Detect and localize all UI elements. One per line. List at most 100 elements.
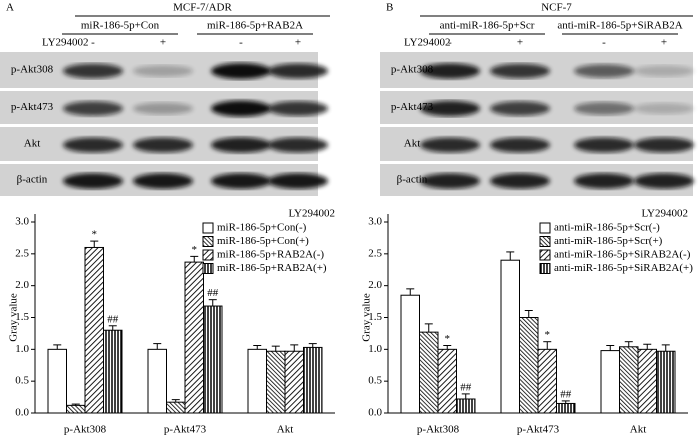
x-tick-label: Akt [630, 424, 647, 436]
x-tick-label: p-Akt473 [517, 424, 560, 436]
legend-swatch [539, 249, 551, 261]
y-tick-label: 2.0 [368, 279, 382, 291]
row-label: p-Akt308 [391, 64, 434, 76]
significance: * [445, 333, 451, 345]
bar [84, 246, 104, 414]
bar [203, 305, 223, 414]
blot-band [133, 173, 193, 189]
blot-band [63, 173, 123, 189]
blot-band [634, 102, 694, 115]
x-tick-label: p-Akt308 [64, 424, 107, 436]
blot-band [211, 173, 271, 189]
legend-swatch [539, 263, 551, 274]
blot-band [268, 101, 328, 116]
bar [66, 404, 86, 414]
blot-band [211, 100, 271, 117]
legend-title: LY294002 [641, 208, 688, 220]
legend-label: miR-186-5p+Con(-) [217, 222, 307, 234]
panel-letter: A [6, 2, 14, 14]
legend-swatch [202, 263, 214, 274]
bar [47, 348, 67, 414]
legend-swatch [539, 222, 551, 234]
blot-band [490, 137, 550, 153]
y-tick-label: 2.5 [15, 247, 29, 259]
blot-title: NCF-7 [541, 2, 572, 14]
y-axis-label: Gray value [8, 293, 20, 342]
group-label: anti-miR-186-5p+SiRAB2A [557, 20, 682, 32]
blot-band [268, 173, 328, 189]
lane-sign: + [661, 37, 667, 49]
legend-label: anti-miR-186-5p+SiRAB2A(+) [554, 262, 693, 274]
y-tick-label: 0.5 [15, 375, 29, 387]
bar [619, 346, 639, 414]
bar [284, 350, 304, 414]
row-label: p-Akt473 [391, 101, 434, 113]
legend-label: miR-186-5p+RAB2A(+) [217, 262, 327, 274]
bar [400, 294, 420, 414]
significance: ## [207, 287, 219, 299]
x-tick-label: p-Akt308 [417, 424, 460, 436]
y-tick-label: 3.0 [15, 216, 29, 228]
blot-band [490, 63, 550, 79]
row-label: p-Akt308 [11, 64, 54, 76]
legend-label: anti-miR-186-5p+Scr(-) [554, 222, 660, 234]
treatment-label: LY294002 [42, 37, 89, 49]
y-tick-label: 2.5 [368, 247, 382, 259]
legend-label: anti-miR-186-5p+SiRAB2A(-) [554, 249, 691, 261]
y-tick-label: 3.0 [368, 216, 382, 228]
significance: * [92, 229, 98, 241]
bar [500, 259, 520, 414]
legend-swatch [539, 236, 551, 247]
row-label: Akt [404, 138, 421, 150]
blot-band [133, 65, 193, 77]
lane-sign: + [517, 37, 523, 49]
row-label: β-actin [397, 174, 428, 186]
lane-sign: - [602, 37, 606, 49]
bar [537, 348, 557, 414]
bar [519, 317, 539, 414]
y-axis-label: Gray value [361, 293, 373, 342]
legend-label: miR-186-5p+Con(+) [217, 235, 309, 247]
blot-band [490, 173, 550, 189]
y-tick-label: 0.0 [15, 407, 29, 419]
bar [147, 348, 167, 414]
y-tick-label: 1.0 [368, 343, 382, 355]
blot-band [634, 65, 694, 77]
y-tick-label: 2.0 [15, 279, 29, 291]
row-label: Akt [24, 138, 41, 150]
legend-swatch [202, 222, 214, 234]
bar [266, 350, 286, 414]
significance: * [192, 244, 198, 256]
blot-band [574, 137, 634, 153]
significance: ## [107, 313, 119, 325]
bar [303, 346, 323, 414]
bar [637, 348, 657, 414]
lane-sign: - [91, 37, 95, 49]
blot-band [211, 137, 271, 153]
bar [166, 401, 186, 414]
group-label: miR-186-5p+Con [81, 20, 160, 32]
blot-band [634, 137, 694, 153]
bar [419, 331, 439, 414]
blot-band [63, 137, 123, 153]
bar [656, 350, 676, 414]
lane-sign: - [448, 37, 452, 49]
blot-band [420, 63, 480, 79]
blot-band [574, 102, 634, 115]
y-tick-label: 0.0 [368, 407, 382, 419]
blot-band [133, 102, 193, 115]
legend-swatch [202, 236, 214, 247]
blot-band [133, 137, 193, 153]
y-tick-label: 1.0 [15, 343, 29, 355]
blot-band [574, 64, 634, 78]
blot-band [574, 173, 634, 189]
legend-label: anti-miR-186-5p+Scr(+) [554, 235, 663, 247]
y-tick-label: 0.5 [368, 375, 382, 387]
x-tick-label: p-Akt473 [164, 424, 207, 436]
blot-band [63, 101, 123, 116]
significance: ## [560, 388, 572, 400]
legend-title: LY294002 [288, 208, 335, 220]
group-label: miR-186-5p+RAB2A [207, 20, 303, 32]
blot-band [268, 137, 328, 153]
